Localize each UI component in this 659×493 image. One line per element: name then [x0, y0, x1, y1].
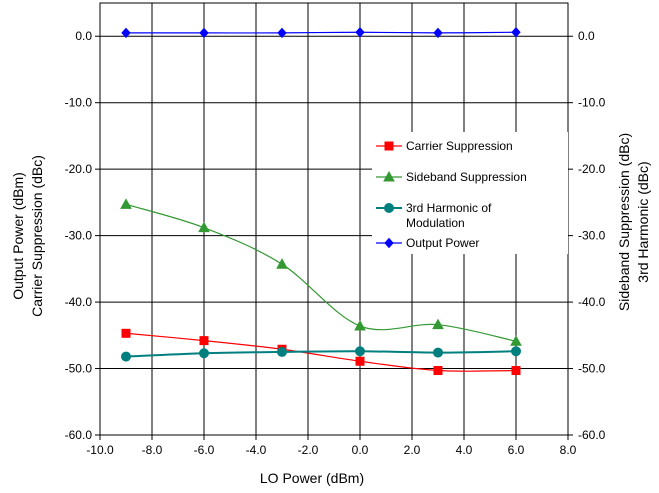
- y-tick-label-left: -40.0: [65, 295, 93, 309]
- y-tick-label-left: -30.0: [65, 229, 93, 243]
- data-point-3rd-harmonic-of-modulation: [511, 346, 521, 357]
- legend-marker: [384, 237, 394, 249]
- data-point-3rd-harmonic-of-modulation: [277, 346, 287, 357]
- legend-item-carrier-suppression: Carrier Suppression: [376, 139, 513, 153]
- y-tick-label-left: -10.0: [65, 96, 93, 110]
- y-tick-label-right: -50.0: [578, 362, 606, 376]
- data-point-carrier-suppression: [355, 356, 365, 366]
- data-point-output-power: [355, 26, 365, 38]
- y-tick-label-right: -40.0: [578, 295, 606, 309]
- x-tick-label: 8.0: [560, 443, 577, 457]
- x-tick-label: 2.0: [404, 443, 421, 457]
- x-tick-label: -4.0: [246, 443, 267, 457]
- legend-label: Sideband Suppression: [406, 170, 527, 184]
- data-point-3rd-harmonic-of-modulation: [121, 351, 131, 362]
- x-tick-label: -6.0: [194, 443, 215, 457]
- x-tick-labels: -10.0 -8.0 -6.0 -4.0 -2.0 0.0 2.0 4.0 6.0 8.0: [86, 435, 577, 457]
- series-line-3rd-harmonic-of-modulation: [125, 350, 517, 358]
- y-axis-title-left-2: Carrier Suppression (dBc): [29, 155, 45, 317]
- y-tick-label-right: -60.0: [578, 428, 606, 442]
- legend-label-cont: Modulation: [406, 216, 465, 230]
- y-axis-title-right-2: 3rd Harmonic (dBc): [635, 161, 651, 282]
- data-point-3rd-harmonic-of-modulation: [433, 347, 443, 358]
- data-point-output-power: [121, 27, 131, 39]
- y-tick-label-right: 0.0: [578, 29, 595, 43]
- data-point-output-power: [277, 27, 287, 39]
- legend-label: 3rd Harmonic of: [406, 201, 492, 215]
- data-point-output-power: [511, 26, 521, 38]
- y-tick-label-right: -20.0: [578, 162, 606, 176]
- legend-marker: [383, 170, 395, 182]
- series-markers: [120, 26, 522, 376]
- data-point-sideband-suppression: [120, 198, 132, 209]
- data-point-output-power: [199, 27, 209, 39]
- series-line-output-power: [125, 31, 517, 34]
- y-tick-label-left: -50.0: [65, 362, 93, 376]
- legend-label: Carrier Suppression: [406, 139, 513, 153]
- legend: Carrier Suppression Sideband Suppression 3…: [372, 132, 568, 254]
- data-point-carrier-suppression: [199, 336, 209, 346]
- x-tick-label: 6.0: [508, 443, 525, 457]
- x-tick-label: -2.0: [298, 443, 319, 457]
- data-point-carrier-suppression: [511, 366, 521, 376]
- legend-marker: [384, 203, 394, 213]
- y-tick-label-left: 0.0: [75, 29, 92, 43]
- y-tick-label-left: -20.0: [65, 162, 93, 176]
- x-axis-title: LO Power (dBm): [260, 470, 364, 486]
- legend-label: Output Power: [406, 236, 479, 250]
- x-tick-label: 4.0: [456, 443, 473, 457]
- y-tick-labels-right: -60.0 -50.0 -40.0 -30.0 -20.0 -10.0 0.0: [568, 29, 606, 442]
- x-tick-label: -10.0: [86, 443, 114, 457]
- y-axis-title-right-1: Sideband Suppression (dBc): [616, 133, 632, 311]
- data-point-output-power: [433, 27, 443, 39]
- data-point-3rd-harmonic-of-modulation: [199, 348, 209, 359]
- x-tick-label: -8.0: [142, 443, 163, 457]
- legend-box: [372, 132, 568, 254]
- x-tick-label: 0.0: [352, 443, 369, 457]
- data-point-sideband-suppression: [276, 258, 288, 269]
- data-point-carrier-suppression: [121, 328, 131, 338]
- y-tick-label-right: -10.0: [578, 96, 606, 110]
- legend-marker: [384, 141, 394, 151]
- series-line-carrier-suppression: [125, 332, 517, 372]
- y-tick-label-left: -60.0: [65, 428, 93, 442]
- data-point-sideband-suppression: [432, 318, 444, 330]
- y-tick-labels-left: -60.0 -50.0 -40.0 -30.0 -20.0 -10.0 0.0: [65, 29, 100, 442]
- data-point-3rd-harmonic-of-modulation: [355, 346, 365, 357]
- y-tick-label-right: -30.0: [578, 229, 606, 243]
- y-axis-title-left-1: Output Power (dBm): [10, 172, 26, 300]
- data-point-sideband-suppression: [198, 221, 210, 233]
- data-point-sideband-suppression: [354, 319, 366, 331]
- data-point-carrier-suppression: [433, 366, 443, 376]
- data-point-sideband-suppression: [510, 335, 522, 346]
- legend-item-output-power: Output Power: [376, 236, 479, 250]
- legend-item-sideband-suppression: Sideband Suppression: [376, 170, 527, 184]
